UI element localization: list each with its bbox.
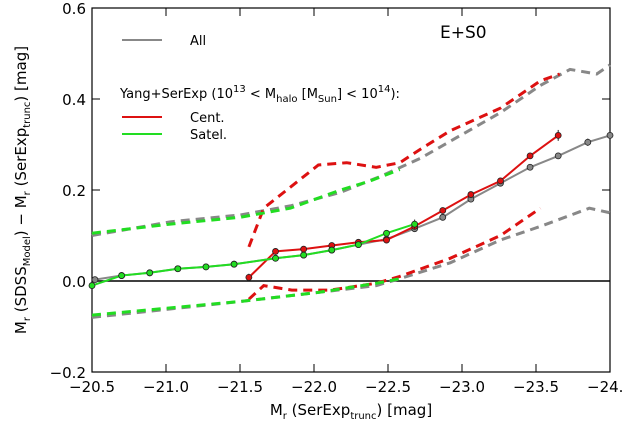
legend-title: Yang+SerExp (1013​ < Mhalo​ [MSun​] < 10… xyxy=(119,84,400,105)
y-axis-label-part: ) [mag] xyxy=(12,46,30,102)
x-tick-label: −23.0 xyxy=(439,378,485,396)
marker xyxy=(411,220,419,228)
x-tick-label: −23.5 xyxy=(513,378,559,396)
band-line xyxy=(91,168,401,235)
marker xyxy=(526,152,534,160)
y-tick-label: 0.2 xyxy=(62,182,86,200)
marker xyxy=(300,245,308,253)
marker xyxy=(88,282,96,289)
x-tick-label: −22.5 xyxy=(365,378,411,396)
legend-title-part: < M xyxy=(246,87,276,102)
legend-title-part: ] < 10 xyxy=(337,87,378,102)
legend-title-part: Yang+SerExp (10 xyxy=(119,87,233,102)
annotation: E+S0 xyxy=(440,23,487,43)
legend-label: All xyxy=(190,34,206,49)
marker xyxy=(383,236,390,244)
legend-title-sup: 14 xyxy=(378,84,391,95)
band-line xyxy=(91,277,401,317)
marker xyxy=(354,241,362,249)
x-axis-label-part: (SerExp xyxy=(287,401,350,419)
y-axis-label-part: M xyxy=(12,321,30,334)
marker xyxy=(174,265,182,273)
plot-frame xyxy=(91,7,611,373)
series-line xyxy=(248,134,559,279)
y-axis-label-part: ) − M xyxy=(12,195,30,236)
marker xyxy=(526,163,534,171)
y-axis-label-sub: trunc xyxy=(22,102,33,128)
y-axis-label-part: (SerExp xyxy=(12,128,30,191)
legend-label: Satel. xyxy=(190,128,227,143)
y-tick-label: 0.6 xyxy=(62,0,86,18)
y-axis-label: Mr​ (SDSSModel​) − Mr​ (SerExptrunc​) [m… xyxy=(12,46,33,334)
marker xyxy=(554,131,562,139)
y-axis-label-part: (SDSS xyxy=(12,266,30,317)
marker xyxy=(439,213,447,221)
band-line xyxy=(247,206,542,301)
marker xyxy=(202,263,210,271)
band-line xyxy=(91,63,611,237)
legend-title-part: [M xyxy=(298,87,318,102)
x-tick-label: −24.0 xyxy=(587,378,624,396)
x-axis-label-part: M xyxy=(270,401,283,419)
marker xyxy=(584,138,592,146)
series-line xyxy=(91,223,415,287)
legend-title-sub: Sun xyxy=(318,94,337,105)
marker xyxy=(118,272,125,279)
marker xyxy=(328,246,336,254)
y-axis-label-sub: r xyxy=(22,190,33,195)
x-tick-label: −21.5 xyxy=(217,378,263,396)
marker xyxy=(230,260,238,268)
marker xyxy=(554,152,562,160)
marker xyxy=(272,254,279,262)
legend-label: Cent. xyxy=(190,111,225,126)
marker xyxy=(383,229,390,237)
x-axis-label-sub: trunc xyxy=(350,411,376,422)
marker xyxy=(467,191,475,198)
marker xyxy=(245,273,253,281)
y-axis-label-sub: Model xyxy=(22,236,33,266)
y-tick-label: 0.0 xyxy=(62,273,86,291)
y-tick-label: 0.4 xyxy=(62,91,86,109)
marker xyxy=(91,276,99,284)
legend-title-sub: halo xyxy=(276,94,297,105)
y-tick-label: −0.2 xyxy=(50,364,86,382)
legend-title-part: ): xyxy=(390,87,399,102)
marker xyxy=(300,251,308,259)
x-tick-label: −21.0 xyxy=(143,378,189,396)
marker xyxy=(272,248,279,255)
marker xyxy=(606,131,614,139)
legend-title-sup: 13 xyxy=(233,84,246,95)
marker xyxy=(439,207,447,214)
x-axis-label: Mr​ (SerExptrunc​) [mag] xyxy=(270,401,432,422)
marker xyxy=(146,269,154,277)
x-tick-label: −20.5 xyxy=(69,378,115,396)
x-axis-label-sub: r xyxy=(283,411,288,422)
x-axis-label-part: ) [mag] xyxy=(377,401,433,419)
x-tick-label: −22.0 xyxy=(291,378,337,396)
marker xyxy=(497,177,504,185)
y-axis-label-sub: r xyxy=(22,316,33,321)
